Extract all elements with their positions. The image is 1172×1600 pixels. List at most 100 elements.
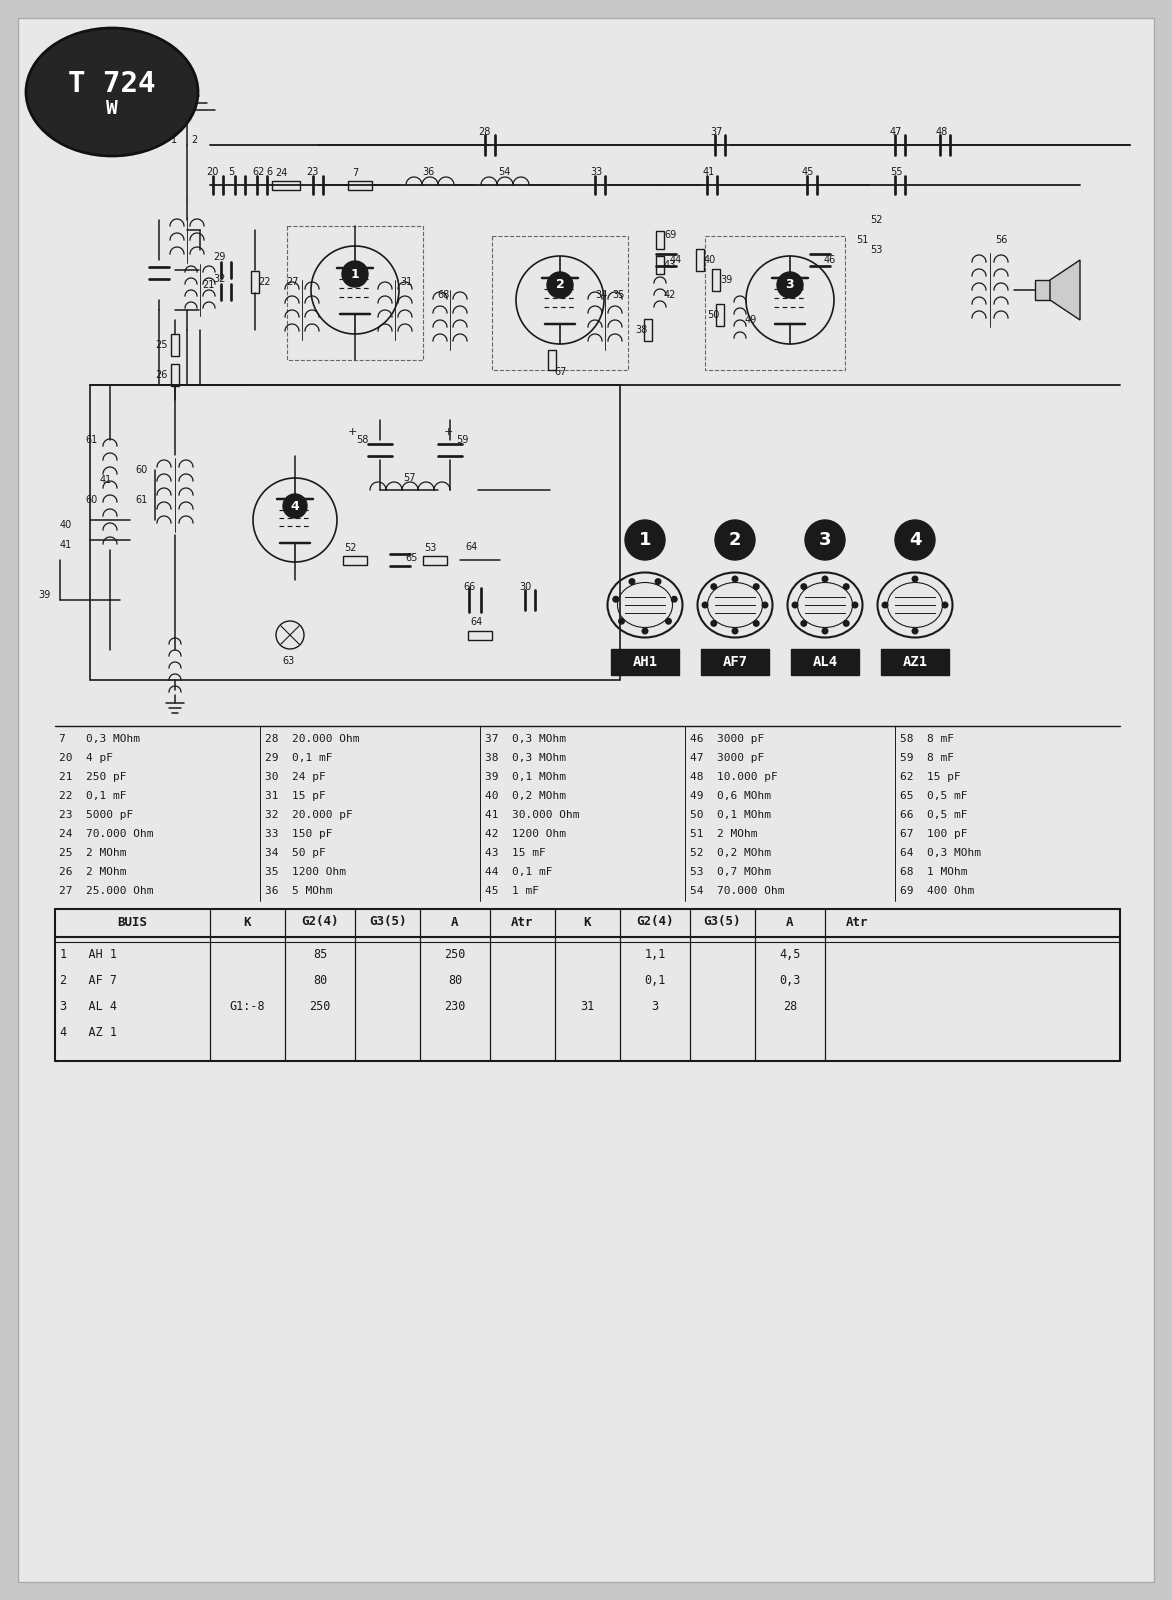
- Text: 57: 57: [403, 474, 416, 483]
- Circle shape: [654, 578, 661, 586]
- Circle shape: [625, 520, 665, 560]
- Text: 58  8 mF: 58 8 mF: [900, 734, 954, 744]
- Text: 30: 30: [519, 582, 531, 592]
- Text: 39  0,1 MOhm: 39 0,1 MOhm: [485, 773, 566, 782]
- Text: 3: 3: [819, 531, 831, 549]
- Text: 53: 53: [424, 542, 436, 554]
- FancyBboxPatch shape: [881, 650, 949, 675]
- Text: 42  1200 Ohm: 42 1200 Ohm: [485, 829, 566, 838]
- Text: 49  0,6 MOhm: 49 0,6 MOhm: [690, 790, 771, 802]
- Text: 21: 21: [202, 280, 214, 290]
- Text: 38: 38: [635, 325, 647, 334]
- Text: 26  2 MOhm: 26 2 MOhm: [59, 867, 127, 877]
- Text: 31: 31: [400, 277, 413, 286]
- Text: 2: 2: [556, 278, 565, 291]
- Text: 61: 61: [86, 435, 97, 445]
- Text: 65  0,5 mF: 65 0,5 mF: [900, 790, 968, 802]
- Text: T 724: T 724: [68, 70, 156, 98]
- Circle shape: [342, 261, 368, 286]
- Text: 250: 250: [444, 949, 465, 962]
- Text: 66: 66: [463, 582, 476, 592]
- Circle shape: [941, 602, 948, 608]
- Circle shape: [641, 627, 648, 635]
- Text: 1,1: 1,1: [645, 949, 666, 962]
- Text: 54: 54: [498, 166, 510, 178]
- Text: 55: 55: [890, 166, 902, 178]
- Text: 50  0,1 MOhm: 50 0,1 MOhm: [690, 810, 771, 819]
- Circle shape: [752, 582, 759, 590]
- Text: 2   AF 7: 2 AF 7: [60, 974, 117, 987]
- Circle shape: [777, 272, 803, 298]
- Text: 24: 24: [275, 168, 287, 178]
- FancyBboxPatch shape: [701, 650, 769, 675]
- Polygon shape: [1050, 259, 1081, 320]
- Text: 42: 42: [665, 290, 676, 301]
- Text: 68  1 MOhm: 68 1 MOhm: [900, 867, 968, 877]
- Text: 28: 28: [478, 126, 490, 138]
- Text: 32: 32: [213, 274, 225, 285]
- Text: 27: 27: [286, 277, 299, 286]
- Circle shape: [912, 627, 919, 635]
- Text: 64  0,3 MOhm: 64 0,3 MOhm: [900, 848, 981, 858]
- Text: 85: 85: [313, 949, 327, 962]
- Circle shape: [822, 627, 829, 635]
- Text: 2: 2: [729, 531, 741, 549]
- Text: 0,3: 0,3: [779, 974, 800, 987]
- Text: 64: 64: [465, 542, 477, 552]
- Text: 45  1 mF: 45 1 mF: [485, 886, 539, 896]
- Text: 48: 48: [936, 126, 948, 138]
- Text: G3(5): G3(5): [369, 915, 407, 928]
- Text: 43: 43: [665, 259, 676, 270]
- Text: 20: 20: [206, 166, 218, 178]
- Text: 51  2 MOhm: 51 2 MOhm: [690, 829, 757, 838]
- Circle shape: [843, 582, 850, 590]
- Text: 1   AH 1: 1 AH 1: [60, 949, 117, 962]
- Circle shape: [710, 619, 717, 627]
- Text: 52: 52: [345, 542, 356, 554]
- Text: 59: 59: [456, 435, 469, 445]
- Text: 69  400 Ohm: 69 400 Ohm: [900, 886, 974, 896]
- Text: 7   0,3 MOhm: 7 0,3 MOhm: [59, 734, 139, 744]
- Text: 46: 46: [824, 254, 837, 266]
- Text: 43  15 mF: 43 15 mF: [485, 848, 546, 858]
- Text: 22: 22: [258, 277, 271, 286]
- Circle shape: [618, 618, 625, 624]
- Text: A: A: [451, 915, 458, 928]
- Text: 21  250 pF: 21 250 pF: [59, 773, 127, 782]
- Text: 66  0,5 mF: 66 0,5 mF: [900, 810, 968, 819]
- Text: 5: 5: [229, 166, 234, 178]
- Text: Atr: Atr: [511, 915, 533, 928]
- Text: A: A: [786, 915, 793, 928]
- Circle shape: [612, 595, 619, 603]
- Text: 51: 51: [856, 235, 868, 245]
- Text: 31  15 pF: 31 15 pF: [265, 790, 326, 802]
- Text: BUIS: BUIS: [117, 915, 148, 928]
- Text: 34  50 pF: 34 50 pF: [265, 848, 326, 858]
- Circle shape: [670, 595, 677, 603]
- Circle shape: [822, 576, 829, 582]
- Ellipse shape: [26, 27, 198, 157]
- Text: 56: 56: [995, 235, 1008, 245]
- Text: 53  0,7 MOhm: 53 0,7 MOhm: [690, 867, 771, 877]
- FancyBboxPatch shape: [791, 650, 859, 675]
- Text: 26: 26: [155, 370, 168, 379]
- Text: 38  0,3 MOhm: 38 0,3 MOhm: [485, 754, 566, 763]
- Text: G2(4): G2(4): [636, 915, 674, 928]
- Text: 230: 230: [444, 1000, 465, 1013]
- Text: G1:-8: G1:-8: [230, 1000, 265, 1013]
- Text: 36: 36: [422, 166, 435, 178]
- Text: 3: 3: [785, 278, 795, 291]
- Text: +: +: [444, 427, 454, 437]
- Text: 2: 2: [191, 134, 197, 146]
- Text: 68: 68: [437, 290, 449, 301]
- Circle shape: [282, 494, 307, 518]
- Text: K: K: [584, 915, 591, 928]
- Text: 47  3000 pF: 47 3000 pF: [690, 754, 764, 763]
- Text: G3(5): G3(5): [703, 915, 741, 928]
- Text: 1: 1: [350, 267, 360, 280]
- Text: 60: 60: [86, 494, 97, 506]
- Text: 29: 29: [213, 251, 225, 262]
- Text: 39: 39: [38, 590, 50, 600]
- Text: AF7: AF7: [722, 654, 748, 669]
- Text: 23  5000 pF: 23 5000 pF: [59, 810, 134, 819]
